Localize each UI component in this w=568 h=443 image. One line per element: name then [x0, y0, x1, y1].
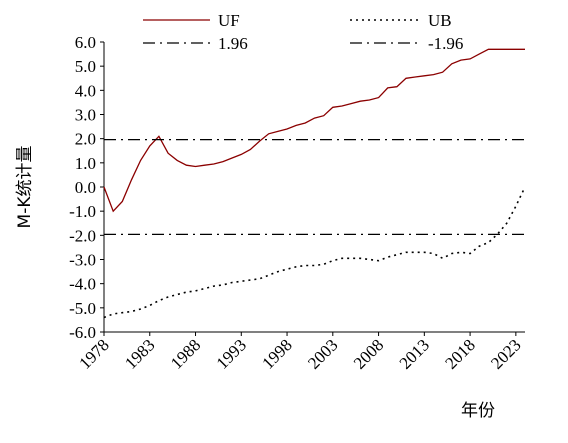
- legend-label: -1.96: [428, 34, 463, 53]
- legend-label: UF: [218, 11, 240, 30]
- y-tick-label: 5.0: [75, 57, 96, 76]
- series-line-uf: [103, 48, 525, 213]
- x-tick-label: 2013: [396, 335, 433, 372]
- x-tick-label: 1988: [167, 335, 204, 372]
- legend-label: 1.96: [218, 34, 248, 53]
- y-tick-label: -3.0: [69, 251, 96, 270]
- x-tick-label: 1993: [213, 335, 250, 372]
- y-tick-label: 0.0: [75, 178, 96, 197]
- x-tick-label: 2003: [304, 335, 341, 372]
- y-tick-label: 2.0: [75, 130, 96, 149]
- x-tick-label: 1998: [258, 335, 295, 372]
- y-tick-label: 1.0: [75, 154, 96, 173]
- y-tick-label: -1.0: [69, 202, 96, 221]
- x-tick-label: 2023: [487, 335, 524, 372]
- x-tick-label: 2008: [350, 335, 387, 372]
- y-tick-label: 6.0: [75, 33, 96, 52]
- legend-label: UB: [428, 11, 452, 30]
- x-tick-label: 2018: [441, 335, 478, 372]
- x-tick-label: 1983: [121, 335, 158, 372]
- y-tick-label: -5.0: [69, 299, 96, 318]
- x-axis-title: 年份: [461, 401, 495, 421]
- y-tick-label: 3.0: [75, 106, 96, 125]
- y-tick-label: -2.0: [69, 226, 96, 245]
- y-tick-label: -4.0: [69, 275, 96, 294]
- y-tick-label: 4.0: [75, 81, 96, 100]
- y-axis-title: M-K统计量: [15, 146, 35, 229]
- series-line-ub: [103, 186, 526, 319]
- y-tick-label: -6.0: [69, 323, 96, 342]
